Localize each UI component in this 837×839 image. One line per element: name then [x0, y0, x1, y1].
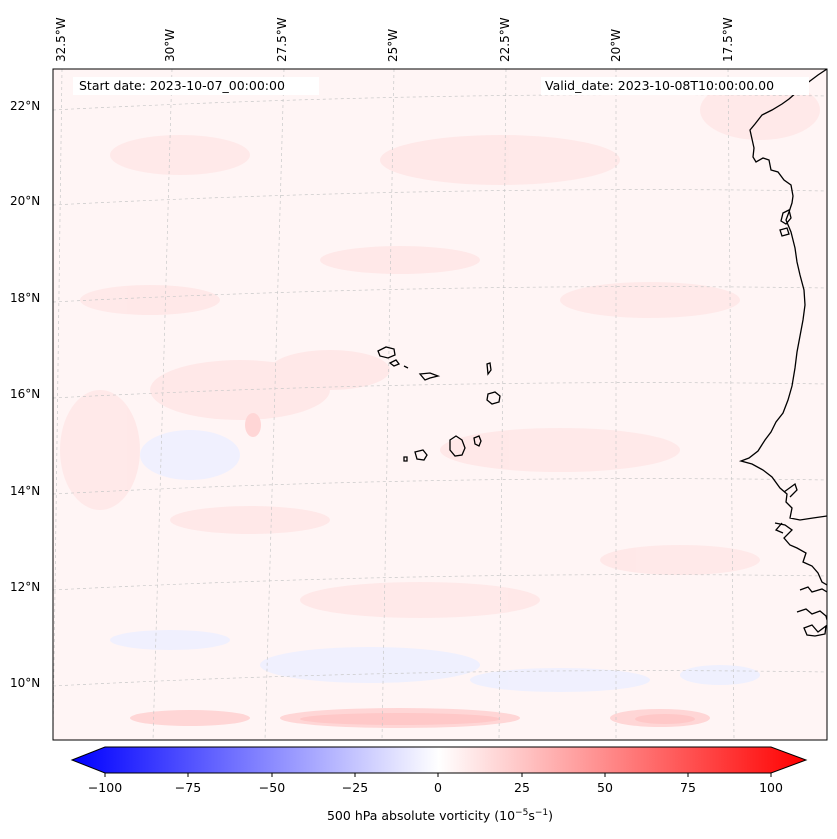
african-coastline: [738, 69, 827, 637]
lon-label-20w: 20°W: [609, 28, 623, 62]
cape-verde-islands: [377, 346, 501, 462]
colorbar-tick-label: 25: [514, 780, 530, 795]
colorbar-label: 500 hPa absolute vorticity (10−5s−1): [326, 808, 553, 824]
colorbar-tick-label: 100: [759, 780, 783, 795]
lat-label-14n: 14°N: [10, 484, 41, 498]
lat-label-16n: 16°N: [10, 387, 41, 401]
valid-date-label: Valid_date: 2023-10-08T10:00:00.00: [541, 77, 809, 95]
colorbar-body: [70, 746, 808, 774]
lat-label-22n: 22°N: [10, 99, 41, 113]
lat-label-10n: 10°N: [10, 676, 41, 690]
colorbar: [70, 746, 808, 777]
colorbar-tick-label: 0: [434, 780, 442, 795]
lat-label-18n: 18°N: [10, 291, 41, 305]
colorbar-tick-label: 75: [680, 780, 696, 795]
lon-label-27-5w: 27.5°W: [275, 17, 289, 62]
lon-label-22-5w: 22.5°W: [498, 17, 512, 62]
lon-label-25w: 25°W: [386, 28, 400, 62]
colorbar-tick-label: −100: [87, 780, 123, 795]
colorbar-tick-label: −50: [258, 780, 286, 795]
lon-label-32-5w: 32.5°W: [54, 17, 68, 62]
colorbar-tick-label: −25: [341, 780, 369, 795]
vorticity-field: [53, 69, 827, 740]
colorbar-ticks: [104, 773, 772, 777]
colorbar-tick-label: −75: [174, 780, 202, 795]
start-date-label: Start date: 2023-10-07_00:00:00: [73, 77, 319, 95]
lat-label-20n: 20°N: [10, 194, 41, 208]
lon-label-30w: 30°W: [163, 28, 177, 62]
colorbar-tick-label: 50: [597, 780, 613, 795]
map-frame: [52, 68, 828, 741]
lat-label-12n: 12°N: [10, 580, 41, 594]
graticule: [53, 69, 827, 740]
lon-label-17-5w: 17.5°W: [721, 17, 735, 62]
